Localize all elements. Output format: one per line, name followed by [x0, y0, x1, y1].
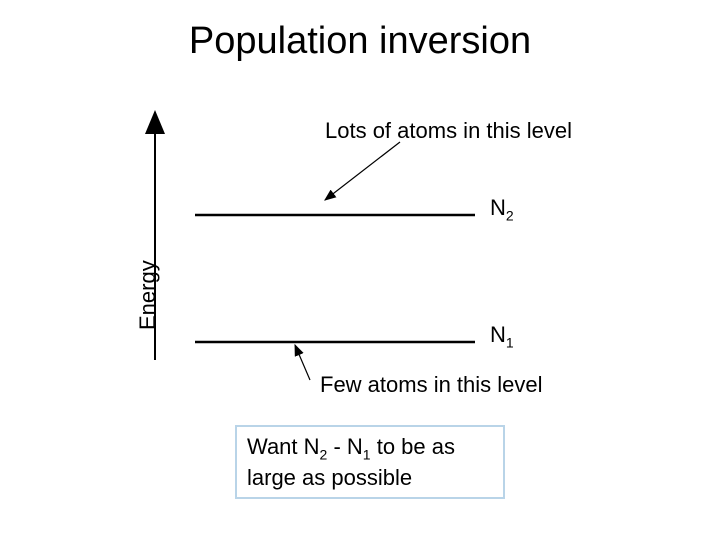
- caption-box: Want N2 - N1 to be as large as possible: [235, 425, 505, 499]
- level-label-n1: N1: [490, 322, 514, 350]
- pointer-arrow-lower: [295, 345, 310, 380]
- energy-axis-label: Energy: [135, 260, 161, 330]
- annotation-upper-level: Lots of atoms in this level: [325, 118, 572, 144]
- pointer-arrow-upper: [325, 142, 400, 200]
- annotation-lower-level: Few atoms in this level: [320, 372, 543, 398]
- slide-title: Population inversion: [0, 20, 720, 63]
- level-label-n2: N2: [490, 195, 514, 223]
